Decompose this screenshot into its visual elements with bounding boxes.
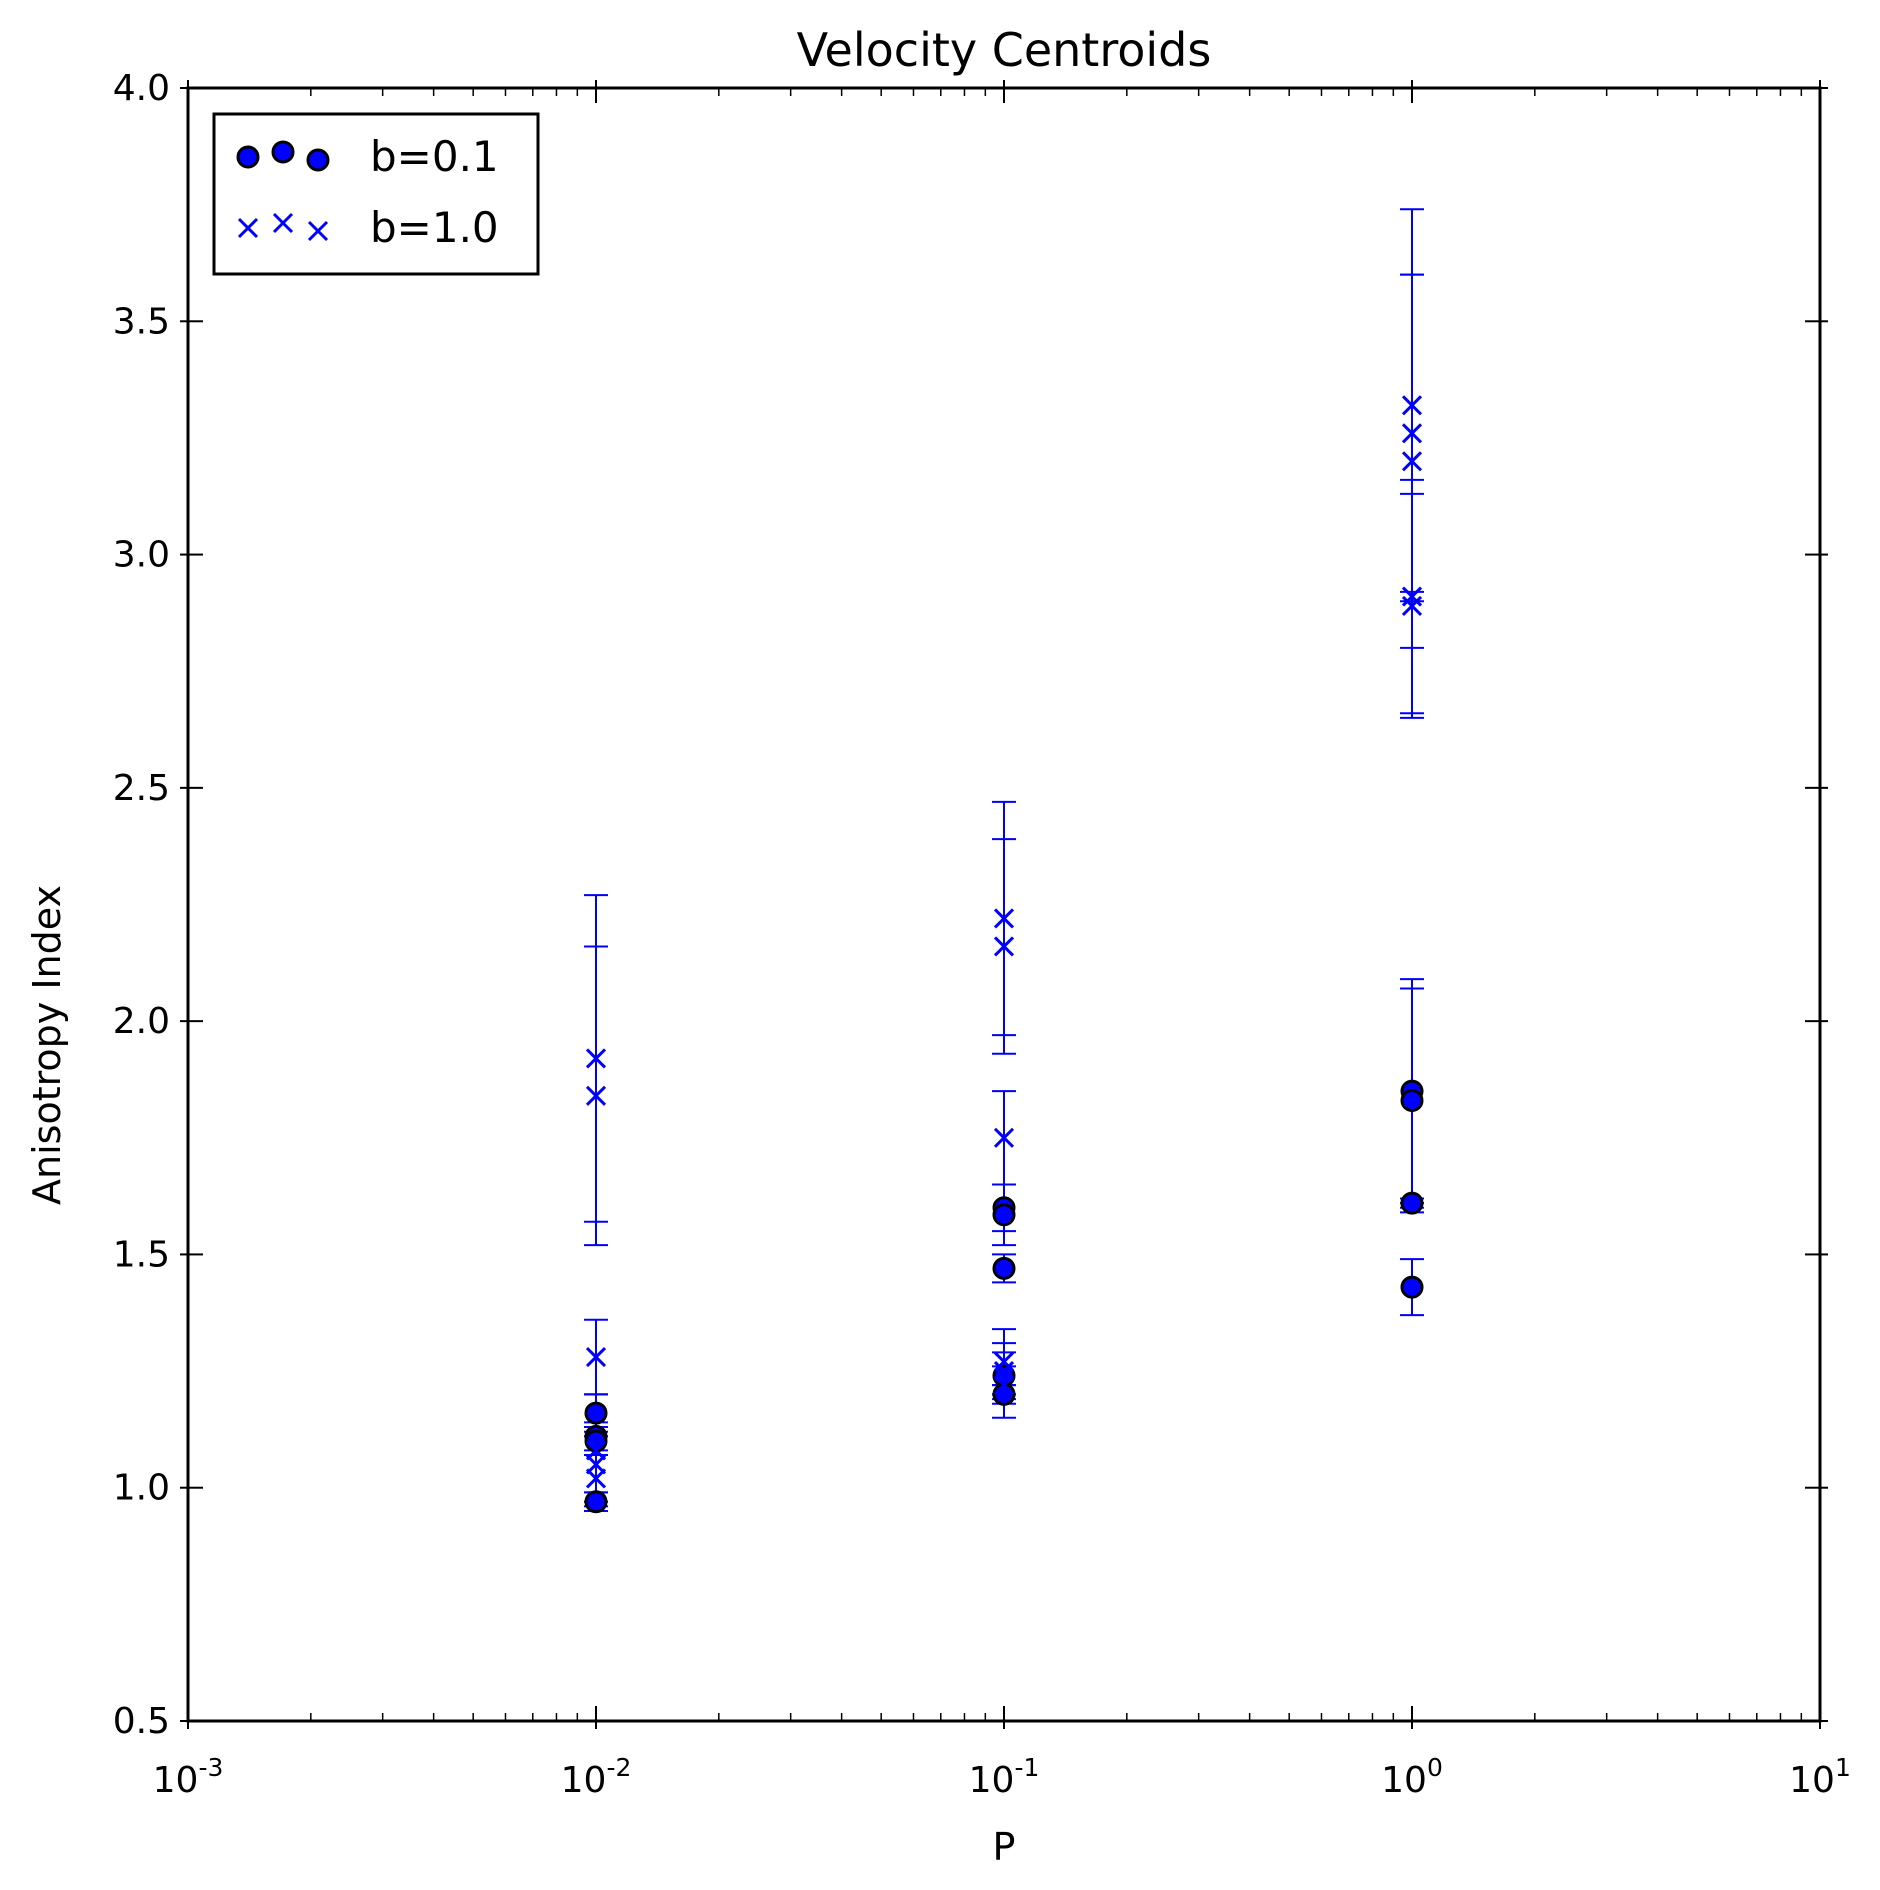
y-tick-label: 3.5: [113, 301, 170, 342]
data-point-x: [585, 1048, 607, 1069]
x-marker-stroke: [993, 936, 1015, 957]
x-marker-stroke: [585, 1347, 607, 1368]
data-point-circle: [584, 1490, 608, 1514]
data-point-circle: [584, 1429, 608, 1453]
y-tick-label: 3.0: [113, 535, 170, 576]
data-point-x: [1401, 423, 1423, 444]
legend-marker-circle: [236, 145, 260, 169]
y-tick-label: 2.5: [113, 768, 170, 809]
legend-marker-circle: [271, 140, 295, 164]
y-tick-label: 0.5: [113, 1701, 170, 1742]
data-point-x: [993, 936, 1015, 957]
x-marker-stroke: [993, 1127, 1015, 1148]
y-tick-label: 1.5: [113, 1234, 170, 1275]
data-point-circle: [992, 1203, 1016, 1227]
x-marker-stroke: [237, 217, 259, 239]
data-point-x: [993, 1351, 1015, 1372]
data-markers: [584, 395, 1424, 1514]
x-tick-label: 10-2: [561, 1753, 632, 1801]
data-point-x: [1401, 451, 1423, 472]
y-tick-label: 1.0: [113, 1468, 170, 1509]
data-point-x: [1401, 586, 1423, 607]
data-point-x: [1401, 395, 1423, 416]
x-marker-stroke: [993, 908, 1015, 929]
x-tick-label: 100: [1381, 1753, 1443, 1801]
data-point-x: [585, 1347, 607, 1368]
x-marker-stroke: [585, 1085, 607, 1106]
x-marker-stroke: [1401, 423, 1423, 444]
data-point-circle: [992, 1382, 1016, 1406]
data-point-circle: [1400, 1275, 1424, 1299]
x-marker-stroke: [307, 220, 329, 242]
legend-label: b=1.0: [370, 203, 499, 252]
legend: b=0.1 b=1.0: [212, 112, 540, 276]
chart-title: Velocity Centroids: [797, 23, 1212, 77]
x-marker-stroke: [272, 212, 294, 234]
data-point-x: [993, 908, 1015, 929]
data-point-x: [585, 1468, 607, 1489]
legend-marker-x: [237, 217, 259, 239]
legend-label: b=0.1: [370, 132, 499, 181]
x-marker-stroke: [1401, 395, 1423, 416]
data-point-x: [1401, 595, 1423, 616]
axis-ticks: 10-3 10-2 10-1 100 101 0.5 1.0 1.5 2.0 2.5 3.0 3.5 4…: [113, 68, 1851, 1801]
y-tick-label: 2.0: [113, 1001, 170, 1042]
x-tick-label: 10-1: [969, 1753, 1040, 1801]
x-tick-label: 101: [1789, 1753, 1851, 1801]
legend-box: [212, 112, 540, 276]
x-marker-stroke: [993, 1375, 1015, 1396]
data-point-circle: [1400, 1191, 1424, 1215]
legend-marker-x: [272, 212, 294, 234]
x-marker-stroke: [1401, 586, 1423, 607]
data-point-circle: [992, 1256, 1016, 1280]
legend-marker-circle: [306, 148, 330, 172]
legend-marker-x: [307, 220, 329, 242]
data-point-x: [585, 1085, 607, 1106]
x-marker-stroke: [585, 1468, 607, 1489]
y-axis-label: Anisotropy Index: [25, 885, 69, 1205]
data-point-x: [993, 1127, 1015, 1148]
plot-frame: [186, 86, 1822, 1723]
x-marker-stroke: [1401, 595, 1423, 616]
x-marker-stroke: [993, 1351, 1015, 1372]
x-axis-label: P: [993, 1825, 1016, 1869]
data-point-circle: [1400, 1088, 1424, 1112]
data-point-circle: [584, 1401, 608, 1425]
data-point-x: [993, 1375, 1015, 1396]
y-tick-label: 4.0: [113, 68, 170, 109]
x-tick-label: 10-3: [153, 1753, 224, 1801]
x-marker-stroke: [585, 1048, 607, 1069]
x-marker-stroke: [1401, 451, 1423, 472]
